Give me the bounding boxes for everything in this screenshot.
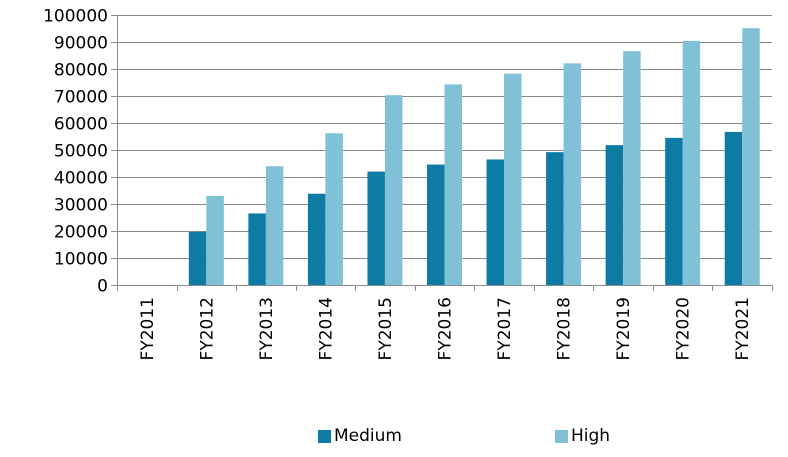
bar-medium-fy2019 xyxy=(605,145,624,285)
bar-high-fy2015 xyxy=(384,95,403,285)
tick-labels: 0 10000 20000 30000 40000 50000 60000 70000 8000… xyxy=(43,7,753,361)
x-tick-label: FY2016 xyxy=(436,297,456,360)
x-tick-label: FY2017 xyxy=(495,297,515,360)
y-tick-label: 80000 xyxy=(54,61,108,81)
legend: Medium High xyxy=(0,426,788,450)
legend-item-medium: Medium xyxy=(318,426,402,446)
bar-high-fy2019 xyxy=(623,51,641,286)
x-tick-label: FY2014 xyxy=(316,297,336,360)
bar-medium-fy2013 xyxy=(248,213,266,285)
bar-high-fy2020 xyxy=(682,40,701,285)
y-tick-label: 60000 xyxy=(54,115,108,135)
y-tick-label: 70000 xyxy=(54,88,108,108)
bar-high-fy2014 xyxy=(325,133,343,285)
y-tick-label: 100000 xyxy=(43,7,108,27)
bar-medium-fy2015 xyxy=(367,171,385,285)
x-tick-label: FY2020 xyxy=(674,297,694,360)
bar-medium-fy2014 xyxy=(307,193,326,285)
x-tick-label: FY2021 xyxy=(733,297,753,360)
y-tick-label: 90000 xyxy=(54,34,108,54)
x-tick-label: FY2013 xyxy=(257,297,277,360)
y-tick-label: 50000 xyxy=(54,142,108,162)
y-tick-label: 10000 xyxy=(54,250,108,270)
legend-label-medium: Medium xyxy=(334,426,402,446)
x-tick-label: FY2012 xyxy=(197,297,217,360)
legend-swatch-medium xyxy=(318,429,331,443)
bar-high-fy2018 xyxy=(563,63,582,285)
bar-high-fy2016 xyxy=(444,84,462,285)
bar-high-fy2012 xyxy=(206,195,224,285)
y-tick-label: 20000 xyxy=(54,223,108,243)
legend-label-high: High xyxy=(571,426,611,446)
x-tick-label: FY2019 xyxy=(614,297,634,360)
bar-medium-fy2017 xyxy=(486,159,505,285)
y-tick-label: 30000 xyxy=(54,196,108,216)
bar-medium-fy2020 xyxy=(665,137,683,285)
bar-medium-fy2021 xyxy=(724,131,743,285)
y-tick-label: 40000 xyxy=(54,169,108,189)
y-tick-label: 0 xyxy=(97,277,108,297)
bar-high-fy2013 xyxy=(265,166,284,285)
x-tick-label: FY2011 xyxy=(138,297,158,360)
legend-item-high: High xyxy=(555,426,610,446)
bars xyxy=(188,28,760,286)
bar-medium-fy2018 xyxy=(546,152,564,285)
bar-high-fy2017 xyxy=(504,73,522,285)
axes xyxy=(111,15,773,291)
x-tick-label: FY2015 xyxy=(376,297,396,360)
bar-high-fy2021 xyxy=(742,28,760,285)
legend-swatch-high xyxy=(555,429,568,443)
bar-medium-fy2016 xyxy=(427,164,445,285)
bar-medium-fy2012 xyxy=(188,231,207,285)
x-tick-label: FY2018 xyxy=(555,297,575,360)
